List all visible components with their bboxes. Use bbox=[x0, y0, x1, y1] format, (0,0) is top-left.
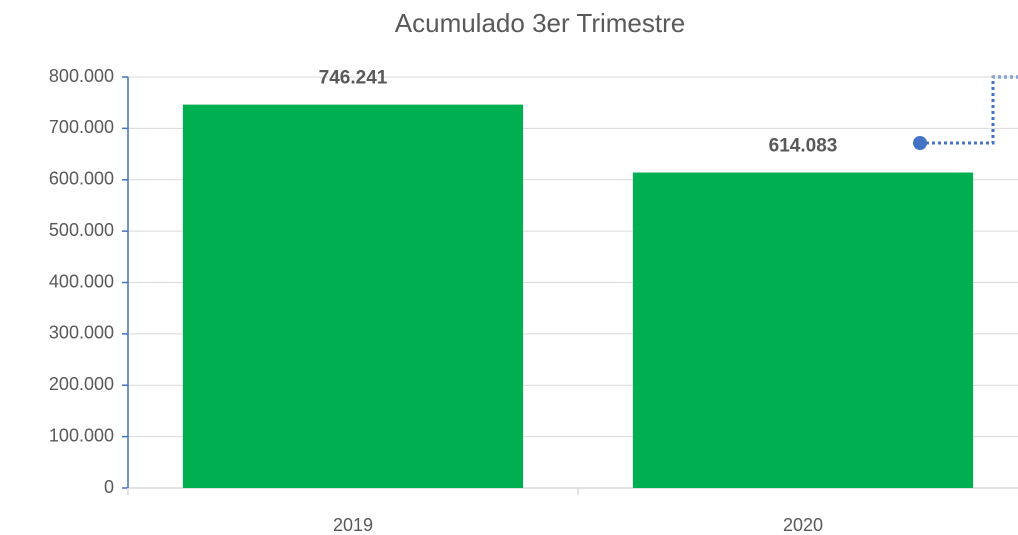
y-tick-label: 300.000 bbox=[49, 323, 114, 343]
connector-dot bbox=[913, 136, 927, 150]
connector bbox=[913, 75, 1018, 150]
y-tick-label: 100.000 bbox=[49, 425, 114, 445]
x-tick-label: 2019 bbox=[333, 515, 373, 535]
bar bbox=[182, 104, 524, 488]
y-tick-label: 200.000 bbox=[49, 374, 114, 394]
value-label: 614.083 bbox=[769, 136, 838, 157]
connector-line bbox=[926, 75, 1018, 145]
y-tick-label: 500.000 bbox=[49, 220, 114, 240]
x-tick-label: 2020 bbox=[783, 515, 823, 535]
chart-title: Acumulado 3er Trimestre bbox=[395, 8, 685, 38]
bar bbox=[632, 172, 974, 488]
y-tick-label: 800.000 bbox=[49, 66, 114, 86]
y-tick-label: 600.000 bbox=[49, 169, 114, 189]
y-tick-label: 700.000 bbox=[49, 117, 114, 137]
y-tick-label: 400.000 bbox=[49, 271, 114, 291]
y-tick-label: 0 bbox=[104, 477, 114, 497]
value-label: 746.241 bbox=[319, 68, 388, 89]
